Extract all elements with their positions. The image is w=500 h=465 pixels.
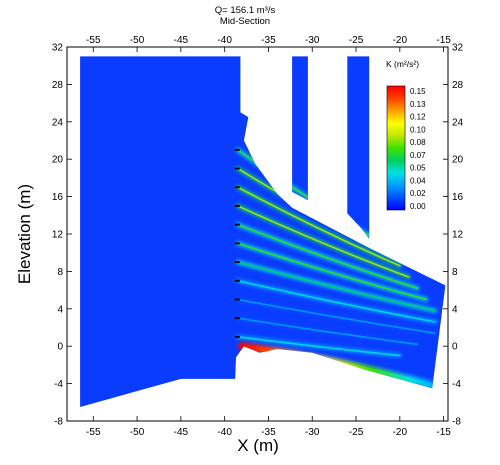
y-tick-label-right: 24 — [452, 117, 464, 128]
jet-outlet-4 — [234, 204, 240, 207]
jet-outlet-9 — [234, 298, 240, 301]
colorbar-label: 0.15 — [410, 87, 426, 96]
jet-core-6 — [236, 242, 427, 301]
y-tick-label-right: 28 — [452, 80, 464, 91]
x-tick-label-top: -40 — [217, 35, 232, 46]
colorbar-label: 0.00 — [410, 202, 426, 211]
jet-outlet-10 — [234, 317, 240, 320]
region-pier-left — [292, 56, 308, 201]
chart-title: Q= 156.1 m³/s — [215, 5, 276, 16]
y-tick-label: 32 — [52, 43, 64, 54]
y-tick-label: 16 — [52, 192, 64, 203]
y-tick-label-right: 8 — [452, 267, 458, 278]
jet-core-9 — [236, 298, 436, 334]
y-tick-label: -4 — [54, 379, 63, 390]
colorbar-label: 0.12 — [410, 113, 426, 122]
jet-core-3 — [236, 186, 401, 267]
y-axis-title: Elevation (m) — [15, 184, 34, 284]
x-tick-label: -30 — [305, 427, 320, 438]
x-tick-label-top: -55 — [86, 35, 101, 46]
colorbar-label: 0.07 — [410, 151, 426, 160]
jet-outlet-11 — [234, 335, 240, 338]
x-tick-label-top: -35 — [261, 35, 276, 46]
y-tick-label-right: -4 — [452, 379, 461, 390]
x-tick-label: -45 — [174, 427, 189, 438]
y-tick-label-right: 32 — [452, 43, 464, 54]
y-tick-label: 0 — [57, 342, 63, 353]
colorbar-label: 0.04 — [410, 176, 426, 185]
jet-core-8 — [236, 279, 436, 323]
x-axis-title: X (m) — [237, 436, 279, 455]
y-tick-label-right: 16 — [452, 192, 464, 203]
y-tick-label: -8 — [54, 417, 63, 428]
jet-core-11 — [236, 336, 401, 357]
y-tick-label-right: 12 — [452, 230, 464, 241]
y-tick-label: 28 — [52, 80, 64, 91]
jet-outlet-6 — [234, 242, 240, 245]
y-tick-label: 24 — [52, 117, 64, 128]
y-tick-label-right: -8 — [452, 417, 461, 428]
x-tick-label-top: -15 — [436, 35, 451, 46]
x-tick-label: -40 — [217, 427, 232, 438]
jet-outlet-3 — [234, 186, 240, 189]
colorbar-ramp — [386, 85, 406, 211]
x-tick-label-top: -25 — [349, 35, 364, 46]
y-tick-label-right: 4 — [452, 304, 458, 315]
x-tick-label-top: -45 — [174, 35, 189, 46]
x-tick-label-top: -20 — [393, 35, 408, 46]
jet-outlet-2 — [234, 167, 240, 170]
colorbar: K (m²/s²) 0.150.130.120.100.080.070.050.… — [386, 59, 426, 211]
turbulence-jets — [234, 147, 438, 359]
x-tick-label: -50 — [130, 427, 145, 438]
jet-outlet-7 — [234, 261, 240, 264]
y-tick-label: 4 — [57, 304, 63, 315]
y-tick-label: 12 — [52, 230, 64, 241]
jet-outlet-5 — [234, 223, 240, 226]
jet-outlet-8 — [234, 279, 240, 282]
x-tick-label: -20 — [393, 427, 408, 438]
y-tick-label-right: 0 — [452, 342, 458, 353]
x-tick-label: -25 — [349, 427, 364, 438]
jet-outlet-1 — [234, 148, 240, 151]
colorbar-label: 0.13 — [410, 100, 426, 109]
colorbar-labels: 0.15 0.13 0.12 0.10 0.08 0.07 0.05 0.04 0.02 0.00 — [410, 87, 426, 211]
colorbar-label: 0.08 — [410, 138, 426, 147]
x-tick-label-top: -50 — [130, 35, 145, 46]
x-tick-label: -35 — [261, 427, 276, 438]
region-pier-right — [347, 56, 370, 239]
colorbar-title: K (m²/s²) — [386, 59, 419, 69]
jet-core-4 — [236, 205, 410, 278]
jet-core-5 — [236, 223, 419, 290]
jet-core-7 — [236, 261, 436, 312]
x-tick-label: -15 — [436, 427, 451, 438]
jet-core-10 — [236, 317, 419, 346]
chart-subtitle: Mid-Section — [220, 16, 270, 27]
colorbar-label: 0.10 — [410, 125, 426, 134]
colorbar-label: 0.02 — [410, 189, 426, 198]
x-tick-label: -55 — [86, 427, 101, 438]
colorbar-label: 0.05 — [410, 164, 426, 173]
y-tick-label-right: 20 — [452, 155, 464, 166]
x-tick-label-top: -30 — [305, 35, 320, 46]
axis-ticks: -55-55-50-50-45-45-40-40-35-35-30-30-25-… — [52, 35, 464, 438]
y-tick-label: 20 — [52, 155, 64, 166]
y-tick-label: 8 — [57, 267, 63, 278]
